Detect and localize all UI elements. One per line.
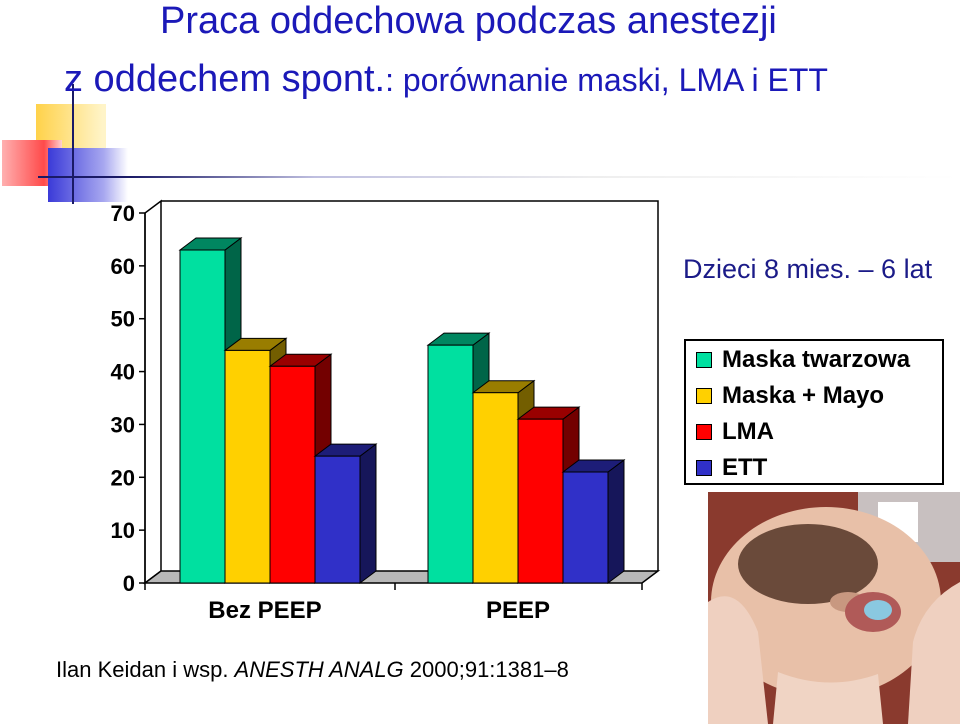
bar bbox=[269, 365, 316, 584]
bar bbox=[314, 455, 361, 584]
bar bbox=[472, 392, 519, 584]
chart-side-wall bbox=[144, 199, 162, 585]
bar-side bbox=[607, 459, 625, 584]
y-tick-label: 40 bbox=[111, 360, 135, 385]
y-tick-label: 50 bbox=[111, 307, 135, 332]
legend-swatch bbox=[696, 460, 712, 476]
chart-legend: Maska twarzowa Maska + Mayo LMA ETT bbox=[684, 339, 944, 485]
bar bbox=[562, 471, 609, 584]
title-rest: : porównanie maski, LMA i ETT bbox=[385, 62, 828, 98]
chart-back-wall bbox=[161, 200, 659, 571]
legend-swatch bbox=[696, 352, 712, 368]
bar bbox=[179, 249, 226, 584]
legend-item-maska-mayo: Maska + Mayo bbox=[696, 381, 884, 411]
citation-ref: 2000;91:1381–8 bbox=[403, 657, 569, 682]
slide-title-line2: z oddechem spont.: porównanie maski, LMA… bbox=[64, 58, 828, 101]
deco-horizontal-line bbox=[38, 176, 960, 178]
citation: Ilan Keidan i wsp. ANESTH ANALG 2000;91:… bbox=[56, 657, 569, 683]
legend-label: LMA bbox=[722, 418, 774, 445]
title-main: z oddechem spont. bbox=[64, 58, 386, 100]
y-tick-label: 10 bbox=[111, 518, 135, 543]
deco-square-blue bbox=[48, 148, 128, 202]
legend-item-maska-twarzowa: Maska twarzowa bbox=[696, 345, 910, 375]
bar bbox=[517, 418, 564, 584]
bar bbox=[427, 344, 474, 584]
slide-title-line1: Praca oddechowa podczas anestezji bbox=[160, 0, 777, 42]
chart-subtitle: Dzieci 8 mies. – 6 lat bbox=[683, 254, 933, 284]
bar-side bbox=[359, 443, 377, 584]
citation-authors: Ilan Keidan i wsp. bbox=[56, 657, 235, 682]
x-category-label: Bez PEEP bbox=[208, 597, 321, 624]
legend-swatch bbox=[696, 388, 712, 404]
y-tick-label: 60 bbox=[111, 254, 135, 279]
y-tick-label: 30 bbox=[111, 412, 135, 437]
legend-label: ETT bbox=[722, 454, 768, 481]
legend-swatch bbox=[696, 424, 712, 440]
y-tick-label: 70 bbox=[111, 201, 135, 226]
legend-item-ett: ETT bbox=[696, 453, 767, 483]
bar-chart: 0 10 20 30 40 50 60 70 Bez PEEP PEEP bbox=[111, 199, 661, 624]
legend-label: Maska twarzowa bbox=[722, 346, 911, 373]
y-tick-label: 0 bbox=[123, 571, 135, 596]
deco-vertical-line bbox=[72, 84, 74, 204]
legend-label: Maska + Mayo bbox=[722, 382, 885, 409]
bar bbox=[224, 349, 271, 584]
x-category-label: PEEP bbox=[486, 597, 550, 624]
legend-item-lma: LMA bbox=[696, 417, 774, 447]
child-face-mask-photo-icon bbox=[708, 492, 960, 724]
citation-journal: ANESTH ANALG bbox=[234, 657, 404, 682]
y-tick-label: 20 bbox=[111, 465, 135, 490]
